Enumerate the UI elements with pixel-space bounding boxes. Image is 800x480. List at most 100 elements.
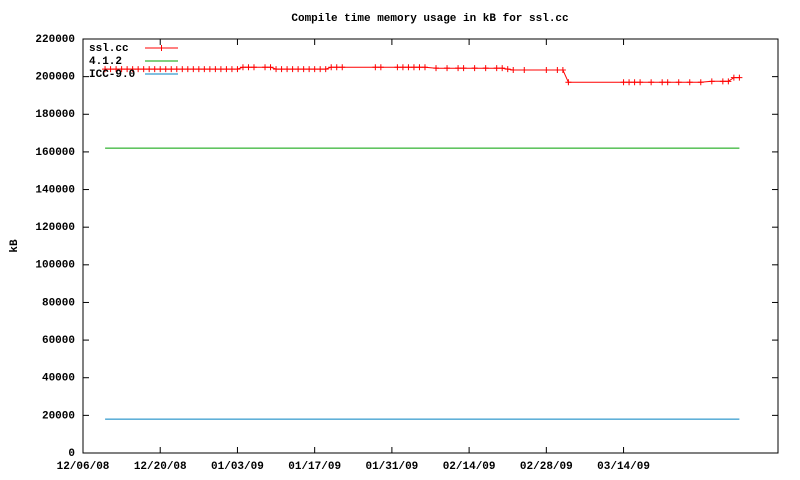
point-marker xyxy=(631,79,638,86)
point-marker xyxy=(421,64,428,71)
point-marker xyxy=(284,66,291,73)
point-marker xyxy=(460,65,467,72)
point-marker xyxy=(433,65,440,72)
y-tick-label: 20000 xyxy=(42,410,75,422)
x-tick-label: 01/17/09 xyxy=(288,461,341,473)
y-tick-label: 160000 xyxy=(35,147,75,159)
chart-title: Compile time memory usage in kB for ssl.… xyxy=(291,13,568,25)
y-tick-label: 60000 xyxy=(42,335,75,347)
point-marker xyxy=(118,66,125,73)
x-tick-label: 03/14/09 xyxy=(597,461,650,473)
point-marker xyxy=(416,64,423,71)
point-marker xyxy=(206,66,213,73)
point-marker xyxy=(482,65,489,72)
point-marker xyxy=(377,64,384,71)
point-marker xyxy=(504,66,511,73)
point-marker xyxy=(107,66,114,73)
point-marker xyxy=(736,74,743,81)
point-marker xyxy=(239,64,246,71)
point-marker xyxy=(471,65,478,72)
point-marker xyxy=(637,79,644,86)
x-tick-label: 01/31/09 xyxy=(365,461,418,473)
point-marker xyxy=(697,79,704,86)
point-marker xyxy=(725,78,732,85)
y-tick-label: 220000 xyxy=(35,34,75,46)
point-marker xyxy=(730,74,737,81)
point-marker xyxy=(328,64,335,71)
y-tick-label: 100000 xyxy=(35,260,75,272)
point-marker xyxy=(394,64,401,71)
point-marker xyxy=(620,79,627,86)
point-marker xyxy=(333,64,340,71)
point-marker xyxy=(173,66,180,73)
point-marker xyxy=(675,79,682,86)
x-tick-label: 12/20/08 xyxy=(134,461,187,473)
point-marker xyxy=(686,79,693,86)
point-marker xyxy=(317,66,324,73)
point-marker xyxy=(129,66,136,73)
point-marker xyxy=(372,64,379,71)
point-marker xyxy=(664,79,671,86)
y-axis-label: kB xyxy=(9,239,21,253)
point-marker xyxy=(300,66,307,73)
point-marker xyxy=(267,64,274,71)
point-marker xyxy=(195,66,202,73)
legend-marker xyxy=(158,45,165,51)
point-marker xyxy=(559,67,566,74)
y-tick-label: 200000 xyxy=(35,72,75,84)
point-marker xyxy=(201,66,208,73)
y-tick-label: 80000 xyxy=(42,297,75,309)
legend-label: 4.1.2 xyxy=(89,56,122,68)
point-marker xyxy=(223,66,230,73)
point-marker xyxy=(708,78,715,85)
point-marker xyxy=(554,67,561,74)
x-tick-label: 01/03/09 xyxy=(211,461,264,473)
point-marker xyxy=(135,66,142,73)
x-tick-label: 02/14/09 xyxy=(443,461,496,473)
x-tick-label: 12/06/08 xyxy=(57,461,110,473)
point-marker xyxy=(278,66,285,73)
point-marker xyxy=(289,66,296,73)
point-marker xyxy=(648,79,655,86)
point-marker xyxy=(113,66,120,73)
plot-border xyxy=(82,38,779,454)
point-marker xyxy=(322,66,329,73)
point-marker xyxy=(162,66,169,73)
point-marker xyxy=(543,67,550,74)
y-tick-label: 0 xyxy=(68,448,75,460)
point-marker xyxy=(499,65,506,72)
point-marker xyxy=(295,66,302,73)
point-marker xyxy=(659,79,666,86)
point-marker xyxy=(405,64,412,71)
point-marker xyxy=(273,66,280,73)
point-marker xyxy=(410,64,417,71)
point-marker xyxy=(626,79,633,86)
point-marker xyxy=(124,66,131,73)
point-marker xyxy=(179,66,186,73)
legend-label: ICC-9.0 xyxy=(89,69,135,81)
point-marker xyxy=(311,66,318,73)
point-marker xyxy=(140,66,147,73)
point-marker xyxy=(217,66,224,73)
point-marker xyxy=(151,66,158,73)
point-marker xyxy=(146,66,153,73)
point-marker xyxy=(565,79,572,86)
y-tick-label: 120000 xyxy=(35,222,75,234)
point-marker xyxy=(102,66,109,73)
point-marker xyxy=(306,66,313,73)
point-marker xyxy=(339,64,346,71)
y-tick-label: 40000 xyxy=(42,373,75,385)
point-marker xyxy=(719,78,726,85)
point-marker xyxy=(521,67,528,74)
point-marker xyxy=(190,66,197,73)
point-marker xyxy=(399,64,406,71)
x-tick-label: 02/28/09 xyxy=(520,461,573,473)
y-tick-label: 140000 xyxy=(35,184,75,196)
point-marker xyxy=(212,66,219,73)
point-marker xyxy=(493,65,500,72)
y-tick-label: 180000 xyxy=(35,109,75,121)
point-marker xyxy=(168,66,175,73)
legend-label: ssl.cc xyxy=(89,43,129,55)
point-marker xyxy=(234,66,241,73)
